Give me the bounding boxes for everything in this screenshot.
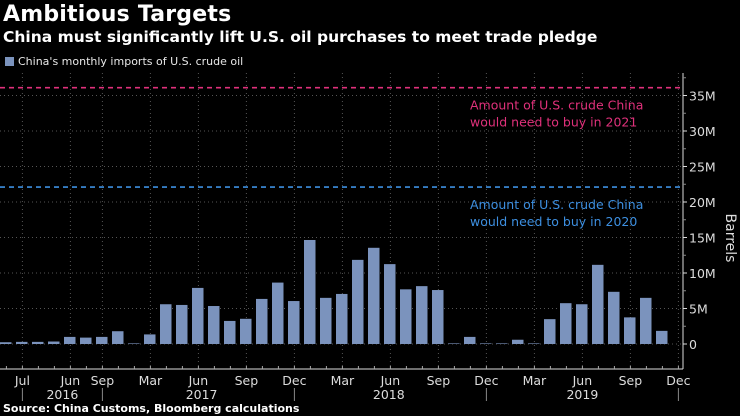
bar xyxy=(32,341,44,344)
bars xyxy=(0,239,668,344)
bar xyxy=(560,303,572,344)
bar xyxy=(192,287,204,344)
bar xyxy=(224,320,236,344)
bar xyxy=(112,331,124,344)
x-tick-label: Sep xyxy=(427,373,451,388)
x-year-label: 2018 xyxy=(373,387,405,402)
x-year-label: 2019 xyxy=(566,387,598,402)
bar xyxy=(336,293,348,344)
x-tick-label: Sep xyxy=(235,373,259,388)
y-tick-label: 10M xyxy=(689,266,716,281)
reference-annotation-2021: would need to buy in 2021 xyxy=(470,115,637,130)
bar xyxy=(144,334,156,344)
bar xyxy=(480,343,492,344)
legend-swatch xyxy=(5,57,14,66)
y-tick-label: 25M xyxy=(689,160,716,175)
axes xyxy=(0,73,684,370)
x-year-label: 2016 xyxy=(46,387,78,402)
bar xyxy=(640,297,652,344)
bar xyxy=(416,286,428,344)
x-tick-label: Jun xyxy=(60,373,81,388)
bar xyxy=(304,239,316,344)
bar xyxy=(464,336,476,344)
y-axis-ticks: 0 5M 10M 15M 20M 25M 30M 35M xyxy=(683,77,716,352)
bar xyxy=(528,343,540,344)
bar xyxy=(176,304,188,344)
reference-lines: Amount of U.S. crude China would need to … xyxy=(0,86,683,229)
y-tick-label: 35M xyxy=(689,89,716,104)
bar xyxy=(128,343,140,344)
bar xyxy=(400,289,412,344)
bar xyxy=(448,343,460,344)
y-axis-label: Barrels xyxy=(722,214,738,263)
bar xyxy=(256,298,268,344)
x-tick-label: Jul xyxy=(14,373,30,388)
x-tick-label: Mar xyxy=(523,373,547,388)
grid xyxy=(0,73,683,369)
source-note: Source: China Customs, Bloomberg calcula… xyxy=(3,402,300,415)
x-tick-label: Mar xyxy=(331,373,355,388)
bar xyxy=(608,291,620,344)
y-tick-label: 30M xyxy=(689,124,716,139)
bar xyxy=(0,342,12,344)
bar xyxy=(272,282,284,344)
x-year-label: 2017 xyxy=(186,387,218,402)
bar xyxy=(432,290,444,344)
reference-annotation-2020: would need to buy in 2020 xyxy=(470,214,637,229)
bar xyxy=(320,297,332,344)
bar xyxy=(96,336,108,344)
x-tick-label: Jun xyxy=(572,373,593,388)
bar xyxy=(80,337,92,344)
x-tick-label: Jun xyxy=(380,373,401,388)
bar xyxy=(352,259,364,344)
x-tick-label: Jun xyxy=(188,373,209,388)
bar xyxy=(576,304,588,344)
chart-title: Ambitious Targets xyxy=(3,2,232,27)
reference-annotation-2020: Amount of U.S. crude China xyxy=(470,197,643,212)
bar xyxy=(160,304,172,344)
x-tick-label: Sep xyxy=(91,373,115,388)
bar xyxy=(368,247,380,344)
x-tick-label: Sep xyxy=(619,373,643,388)
bar xyxy=(544,319,556,344)
x-tick-label: Dec xyxy=(474,373,498,388)
bar xyxy=(64,336,76,344)
bar xyxy=(656,330,668,344)
bar xyxy=(16,341,28,344)
bar xyxy=(48,341,60,344)
bar xyxy=(384,264,396,344)
bar xyxy=(592,264,604,344)
y-tick-label: 15M xyxy=(689,231,716,246)
bar xyxy=(208,306,220,344)
bar xyxy=(288,301,300,344)
reference-annotation-2021: Amount of U.S. crude China xyxy=(470,98,643,113)
bar xyxy=(240,318,252,344)
bar xyxy=(512,339,524,344)
y-tick-label: 20M xyxy=(689,195,716,210)
x-tick-label: Dec xyxy=(282,373,306,388)
bar xyxy=(624,317,636,344)
y-tick-label: 5M xyxy=(689,302,708,317)
x-axis-ticks: Jul Jun Sep Mar Jun Sep Dec Mar Jun Sep Dec Mar Jun S… xyxy=(5,366,691,402)
x-tick-label: Dec xyxy=(666,373,690,388)
legend-label: China's monthly imports of U.S. crude oi… xyxy=(18,55,244,68)
y-tick-label: 0 xyxy=(689,337,697,352)
chart-subtitle: China must significantly lift U.S. oil p… xyxy=(3,28,598,46)
x-tick-label: Mar xyxy=(139,373,163,388)
bar xyxy=(496,343,508,344)
legend: China's monthly imports of U.S. crude oi… xyxy=(5,55,243,68)
